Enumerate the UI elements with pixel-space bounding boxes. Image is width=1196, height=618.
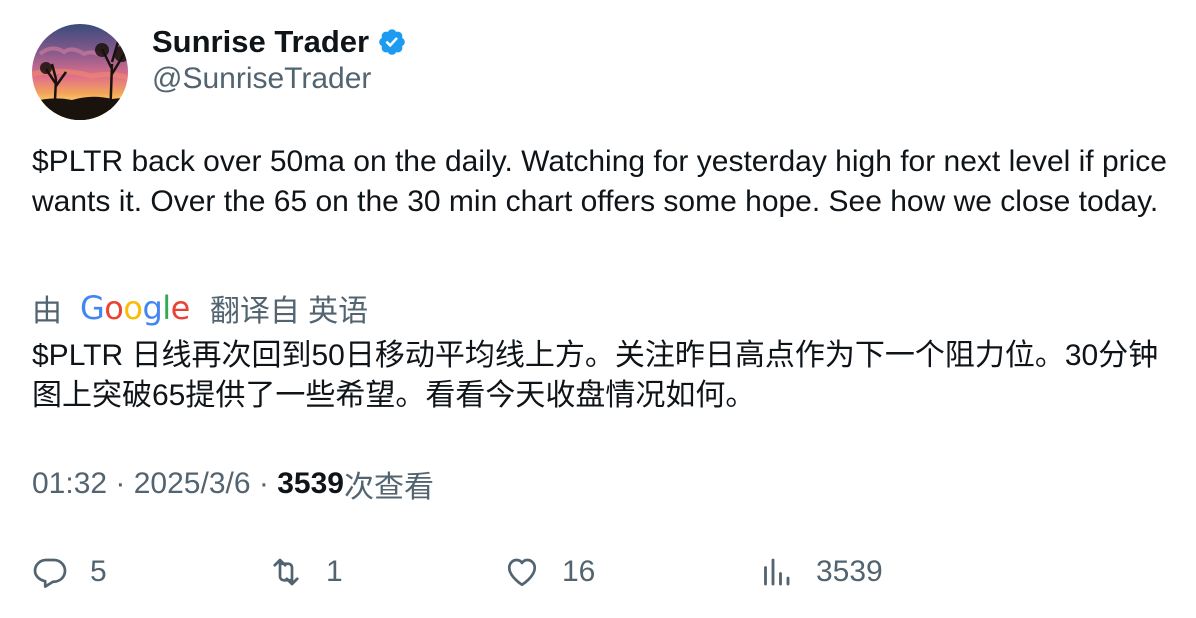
action-bar: 5 1 16 3539 — [32, 552, 1172, 592]
meta-separator: · — [250, 467, 278, 500]
avatar-sunset-image — [32, 24, 128, 120]
avatar[interactable] — [32, 24, 128, 120]
retweet-button[interactable]: 1 — [268, 552, 343, 592]
verified-badge-icon[interactable] — [377, 27, 407, 57]
like-button[interactable]: 16 — [504, 552, 595, 592]
reply-button[interactable]: 5 — [32, 552, 107, 592]
author-name-row: Sunrise Trader — [152, 22, 407, 62]
translated-from-label: 翻译自 英语 — [209, 295, 369, 328]
reply-count: 5 — [90, 555, 107, 588]
translated-tweet-text: $PLTR 日线再次回到50日移动平均线上方。关注昨日高点作为下一个阻力位。30… — [32, 339, 1159, 412]
views-action-count: 3539 — [816, 555, 883, 588]
author-handle[interactable]: @SunriseTrader — [152, 62, 372, 95]
meta-separator: · — [107, 467, 134, 500]
retweet-icon — [273, 558, 299, 586]
analytics-icon — [764, 558, 790, 586]
author-display-name[interactable]: Sunrise Trader — [152, 24, 370, 59]
tweet-meta: 01:32 · 2025/3/6 · 3539 次查看 — [32, 464, 434, 504]
like-count: 16 — [562, 555, 596, 588]
retweet-count: 1 — [326, 555, 343, 588]
reply-icon — [33, 558, 67, 588]
views-label: 次查看 — [343, 471, 434, 504]
views-button[interactable]: 3539 — [758, 552, 883, 592]
tweet-time[interactable]: 01:32 — [32, 467, 108, 500]
translated-by-label: 由 — [32, 295, 62, 328]
views-count: 3539 — [277, 467, 344, 500]
heart-icon — [507, 558, 537, 587]
tweet-date[interactable]: 2025/3/6 — [133, 467, 251, 500]
tweet-text: $PLTR back over 50ma on the daily. Watch… — [32, 145, 1167, 218]
